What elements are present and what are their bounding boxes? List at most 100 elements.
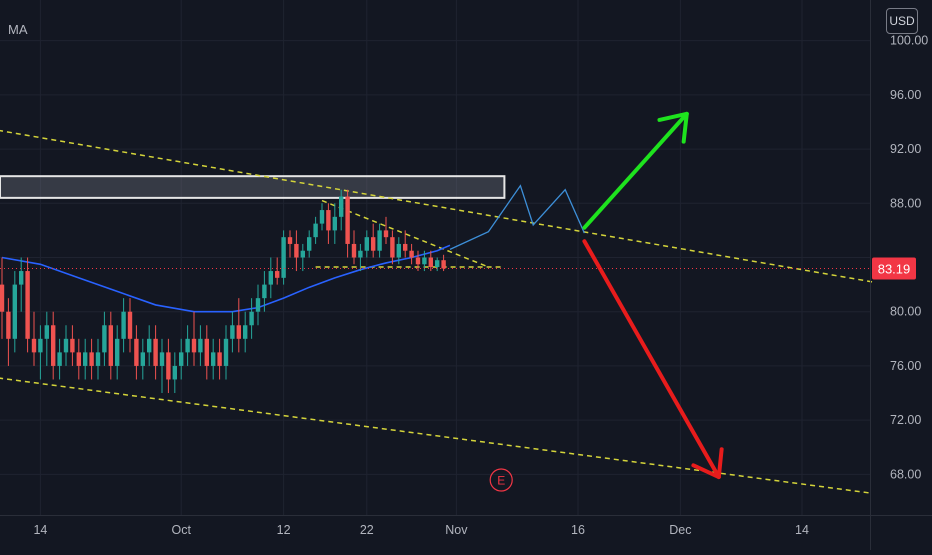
up-arrow-head <box>657 111 689 144</box>
candle-body <box>140 352 145 366</box>
candle-body <box>191 338 197 353</box>
candle-body <box>115 338 120 366</box>
candle-body <box>25 271 30 339</box>
candle-body <box>185 338 190 353</box>
candle-body <box>243 325 248 339</box>
candle-body <box>294 243 299 258</box>
candle-body <box>287 237 293 244</box>
price-tick-label: 92.00 <box>890 142 921 156</box>
candle-body <box>179 352 184 366</box>
candle-body <box>326 210 331 231</box>
candle-body <box>51 325 56 366</box>
candle-body <box>441 260 446 269</box>
candle-body <box>422 257 427 265</box>
candle-body <box>345 196 350 244</box>
candle-body <box>172 365 177 380</box>
candle-body <box>281 237 286 278</box>
up-arrow-shaft <box>582 111 689 230</box>
candle-body <box>57 352 62 366</box>
candle-body <box>153 338 158 366</box>
candle-body <box>223 338 229 366</box>
candle-body <box>383 230 389 238</box>
candle-body <box>95 352 101 366</box>
event-circle <box>489 468 513 492</box>
arrows <box>582 111 724 480</box>
candle-body <box>339 196 344 217</box>
candle-body <box>19 271 24 285</box>
trendline <box>0 129 873 283</box>
candle-body <box>198 338 203 353</box>
down-arrow-head <box>691 447 724 480</box>
candle-body <box>31 338 37 353</box>
candle-body <box>134 338 139 366</box>
candle-body <box>313 223 318 238</box>
candle-body <box>83 352 88 366</box>
down-arrow-shaft <box>582 239 721 480</box>
indicator-label[interactable]: MA <box>8 22 28 37</box>
candle-body <box>217 352 222 366</box>
candle-body <box>159 352 165 366</box>
price-tick-label: 100.00 <box>890 34 928 48</box>
candle-body <box>435 260 440 267</box>
candle-body <box>211 352 216 366</box>
candle-body <box>147 338 152 353</box>
candle-body <box>262 284 267 299</box>
candle-body <box>38 338 43 353</box>
candle-body <box>307 237 312 251</box>
candle-body <box>364 237 369 251</box>
price-tick-label: 76.00 <box>890 359 921 373</box>
candle-body <box>319 210 325 224</box>
event-label: E <box>497 474 505 488</box>
candles <box>0 189 446 394</box>
moving-average <box>1 244 451 313</box>
candle-body <box>255 298 261 312</box>
candle-body <box>63 338 69 353</box>
candle-body <box>70 338 75 353</box>
event-marker: E <box>489 468 513 492</box>
last-price-label: 83.19 <box>878 261 911 276</box>
candle-body <box>108 325 113 366</box>
candle-body <box>204 338 209 366</box>
time-tick-label: 22 <box>360 523 374 537</box>
candle-body <box>358 250 363 258</box>
candle-body <box>377 230 382 251</box>
candle-body <box>332 216 337 231</box>
candle-body <box>6 311 11 339</box>
projection-line <box>449 184 585 250</box>
price-tick-label: 88.00 <box>890 196 921 210</box>
candle-body <box>121 311 126 339</box>
candle-body <box>76 352 81 366</box>
price-tick-label: 96.00 <box>890 88 921 102</box>
resistance-zone-box <box>0 175 506 199</box>
candle-body <box>230 325 235 339</box>
time-tick-label: 14 <box>795 523 809 537</box>
time-tick-label: 14 <box>33 523 47 537</box>
candle-body <box>396 243 401 258</box>
candle-body <box>300 250 305 258</box>
candle-body <box>403 243 408 251</box>
candle-body <box>236 325 241 339</box>
candle-body <box>249 311 254 326</box>
resistance-zone <box>0 175 506 199</box>
currency-button[interactable]: USD <box>886 8 918 34</box>
price-tick-label: 68.00 <box>890 467 921 481</box>
projection-path <box>449 184 585 250</box>
candle-body <box>166 352 171 380</box>
candle-body <box>102 325 107 353</box>
candle-body <box>275 271 280 278</box>
last-price-tag <box>872 257 916 280</box>
candle-body <box>268 271 273 285</box>
grid <box>0 0 870 515</box>
price-tick-label: 72.00 <box>890 413 921 427</box>
candle-body <box>12 284 17 339</box>
candle-body <box>127 311 133 339</box>
time-tick-label: 12 <box>277 523 291 537</box>
candle-body <box>351 243 357 258</box>
candle-body <box>390 237 395 258</box>
time-tick-label: Oct <box>171 523 191 537</box>
trendline <box>0 377 873 495</box>
price-tick-label: 80.00 <box>890 305 921 319</box>
